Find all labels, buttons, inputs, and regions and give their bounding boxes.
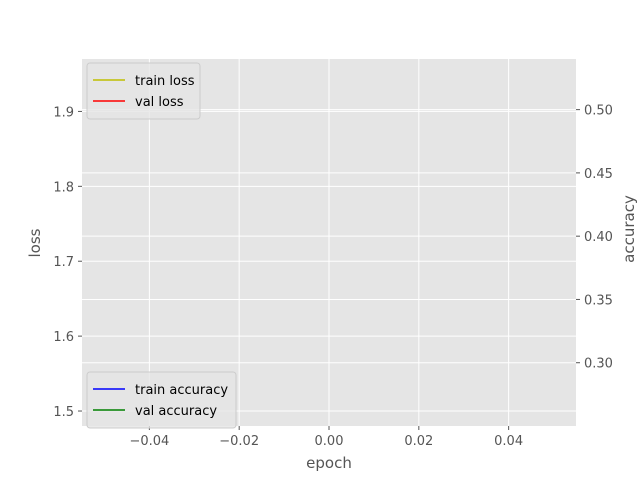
- legend-box: [86, 62, 201, 120]
- right-tick-label: 0.45: [584, 167, 613, 182]
- right-tick-label: 0.40: [584, 230, 613, 245]
- left-tick-label: 1.5: [53, 405, 74, 420]
- x-tick-label: 0.00: [315, 434, 344, 449]
- left-tick-label: 1.6: [53, 330, 74, 345]
- x-axis-label: epoch: [306, 454, 352, 472]
- left-axis-ticks: 1.5 1.6 1.7 1.8 1.9: [53, 105, 82, 420]
- legend-entry: train loss: [135, 74, 195, 89]
- x-tick-label: −0.02: [219, 434, 259, 449]
- right-tick-label: 0.30: [584, 357, 613, 372]
- right-axis-ticks: 0.30 0.35 0.40 0.45 0.50: [576, 104, 613, 372]
- right-tick-label: 0.35: [584, 293, 613, 308]
- x-tick-label: 0.04: [494, 434, 523, 449]
- legend-entry: val loss: [135, 95, 184, 110]
- x-tick-label: 0.02: [404, 434, 433, 449]
- legend-box: [86, 371, 237, 429]
- left-tick-label: 1.7: [53, 255, 74, 270]
- x-grid: [148, 59, 510, 426]
- right-axis-label: accuracy: [620, 195, 638, 263]
- legend-accuracy: train accuracy val accuracy: [86, 371, 237, 429]
- right-tick-label: 0.50: [584, 104, 613, 119]
- legend-loss: train loss val loss: [86, 62, 201, 120]
- left-tick-label: 1.9: [53, 105, 74, 120]
- y-grid: [82, 109, 576, 412]
- x-axis-ticks: −0.04 −0.02 0.00 0.02 0.04: [129, 426, 523, 449]
- left-axis-label: loss: [26, 228, 44, 257]
- legend-entry: val accuracy: [135, 404, 217, 419]
- x-tick-label: −0.04: [129, 434, 169, 449]
- legend-entry: train accuracy: [135, 383, 228, 398]
- left-tick-label: 1.8: [53, 180, 74, 195]
